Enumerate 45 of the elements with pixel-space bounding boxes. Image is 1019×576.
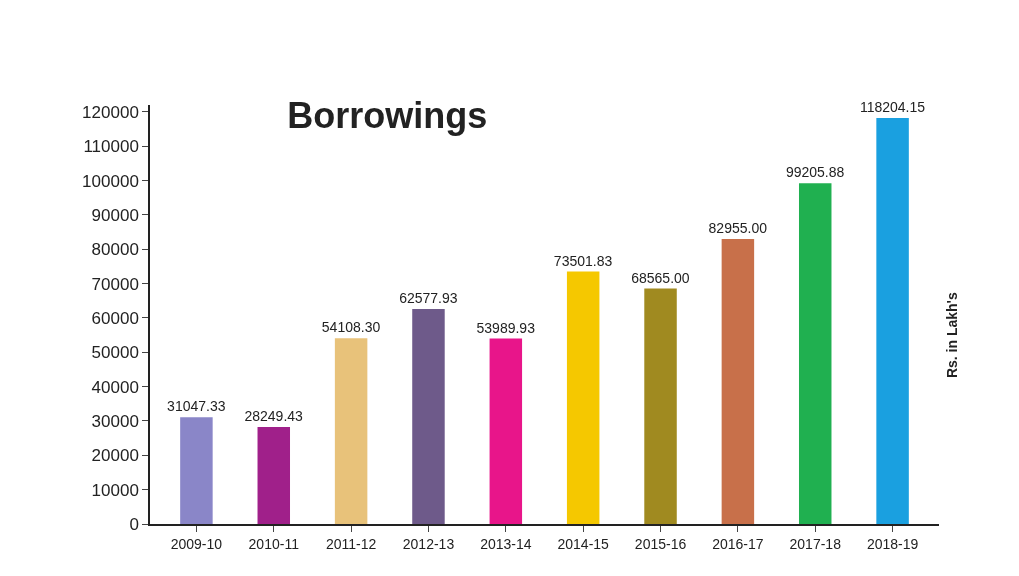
y-tick-label: 10000: [91, 480, 139, 500]
bar: [489, 338, 523, 524]
x-tick-label: 2016-17: [712, 535, 764, 552]
y-tick-label: 40000: [91, 377, 139, 397]
data-label: 73501.83: [553, 252, 613, 269]
y-tick-label: 20000: [91, 446, 139, 466]
y-tick-label: 110000: [83, 137, 139, 157]
bar: [721, 239, 755, 524]
y-tick-label: 0: [129, 514, 139, 534]
data-label: 28249.43: [244, 407, 304, 424]
x-tick-label: 2010-11: [248, 535, 300, 552]
data-label: 62577.93: [399, 290, 458, 307]
y-tick-label: 120000: [82, 102, 139, 122]
y-axis-title: Rs. in Lakh's: [944, 292, 961, 379]
data-label: 54108.30: [321, 319, 381, 336]
y-tick-label: 30000: [91, 411, 139, 431]
x-tick-label: 2013-14: [480, 535, 532, 552]
y-tick-label: 80000: [91, 240, 139, 260]
x-tick-label: 2011-12: [325, 535, 377, 552]
bar: [566, 271, 600, 524]
bar: [798, 183, 832, 524]
data-label: 118204.15: [859, 99, 926, 116]
y-tick-label: 50000: [91, 343, 139, 363]
bar: [180, 417, 213, 524]
x-tick-label: 2017-18: [789, 535, 842, 552]
data-label: 53989.93: [476, 319, 536, 336]
data-label: 99205.88: [785, 164, 845, 181]
x-tick-label: 2015-16: [634, 535, 687, 552]
bar: [412, 309, 445, 524]
data-label: 82955.00: [708, 220, 768, 237]
bar: [876, 118, 909, 524]
x-tick-label: 2014-15: [557, 535, 610, 552]
data-label: 68565.00: [631, 269, 690, 286]
data-label: 31047.33: [167, 398, 226, 415]
x-tick-label: 2018-19: [866, 535, 919, 552]
y-tick-label: 60000: [91, 308, 139, 328]
bar: [257, 426, 291, 524]
bar: [334, 338, 368, 524]
x-tick-label: 2009-10: [170, 535, 223, 552]
bar: [644, 288, 677, 524]
y-tick-label: 90000: [91, 205, 139, 225]
y-tick-label: 100000: [82, 171, 139, 191]
y-tick-label: 70000: [91, 274, 139, 294]
chart-title: Borrowings: [287, 94, 488, 136]
x-tick-label: 2012-13: [402, 535, 455, 552]
